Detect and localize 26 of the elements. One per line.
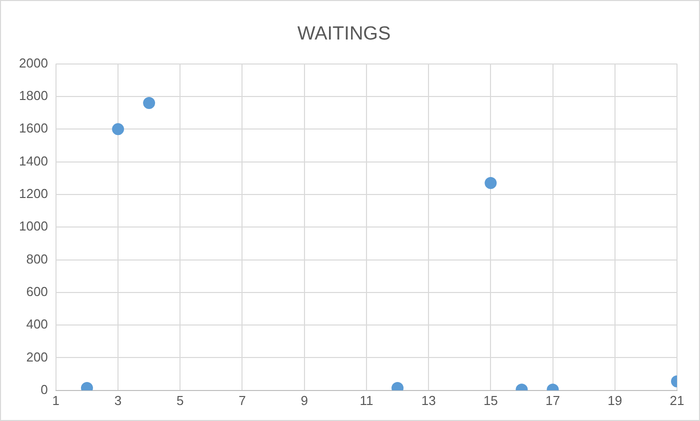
point [112,123,124,136]
y-tick-label: 600 [26,284,48,299]
point [484,177,497,190]
x-tick-label: 13 [421,392,436,408]
x-tick-label: 1 [52,392,60,408]
x-tick-label: 21 [670,392,684,408]
y-tick-label: 1400 [19,153,48,168]
y-tick-label: 200 [26,349,48,364]
y-tick-label: 400 [26,316,48,332]
x-tick-label: 17 [546,392,560,408]
y-tick-label: 1800 [19,88,48,104]
x-tick-label: 15 [483,392,498,408]
x-tick-label: 11 [360,392,374,408]
y-tick-label: 800 [26,251,48,266]
x-tick-label: 5 [176,392,184,408]
x-tick-label: 19 [608,392,622,408]
x-tick-label: 3 [114,392,122,408]
x-tick-label: 7 [238,392,246,408]
y-tick-label: 1600 [19,120,48,136]
y-tick-label: 1200 [19,186,48,202]
point [143,96,156,109]
y-tick-label: 0 [40,382,48,397]
y-tick-label: 1000 [19,218,48,234]
chart-title: WAITINGS [297,24,391,45]
x-tick-label: 9 [300,392,308,408]
y-tick-label: 2000 [19,55,48,70]
